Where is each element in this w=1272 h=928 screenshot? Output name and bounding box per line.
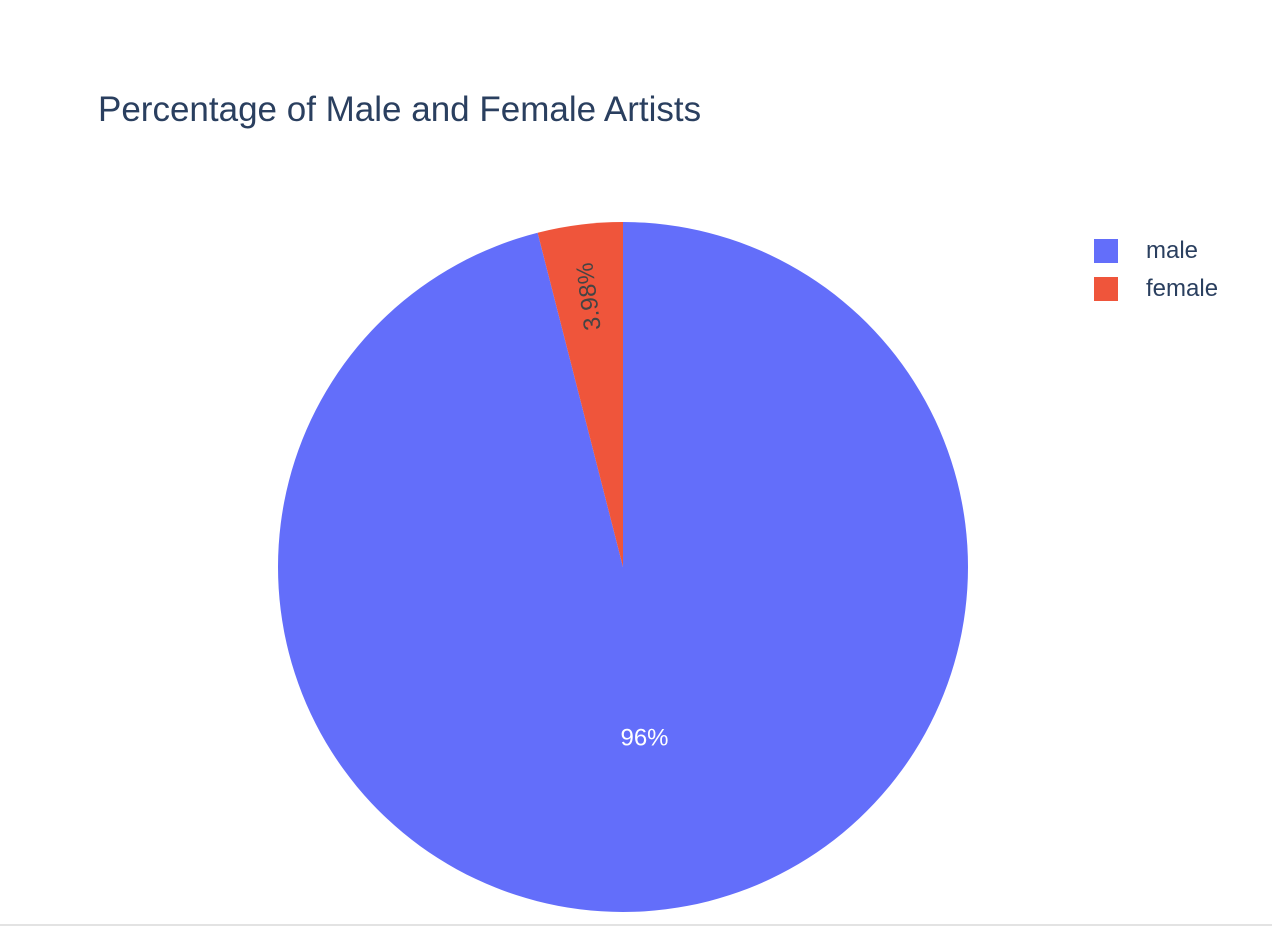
legend-label-male: male xyxy=(1146,237,1199,264)
legend: male female xyxy=(1094,232,1218,308)
legend-swatch-female xyxy=(1094,277,1118,301)
legend-item-male[interactable]: male xyxy=(1094,232,1218,270)
slice-label-male: 96% xyxy=(620,725,668,752)
legend-label-female: female xyxy=(1146,275,1219,302)
chart-title: Percentage of Male and Female Artists xyxy=(98,90,702,129)
pie-slice-male[interactable] xyxy=(278,222,969,912)
legend-item-female[interactable]: female xyxy=(1094,270,1218,308)
legend-swatch-male xyxy=(1094,239,1118,263)
bottom-divider xyxy=(0,924,1272,926)
pie-slice-female[interactable] xyxy=(537,222,623,567)
